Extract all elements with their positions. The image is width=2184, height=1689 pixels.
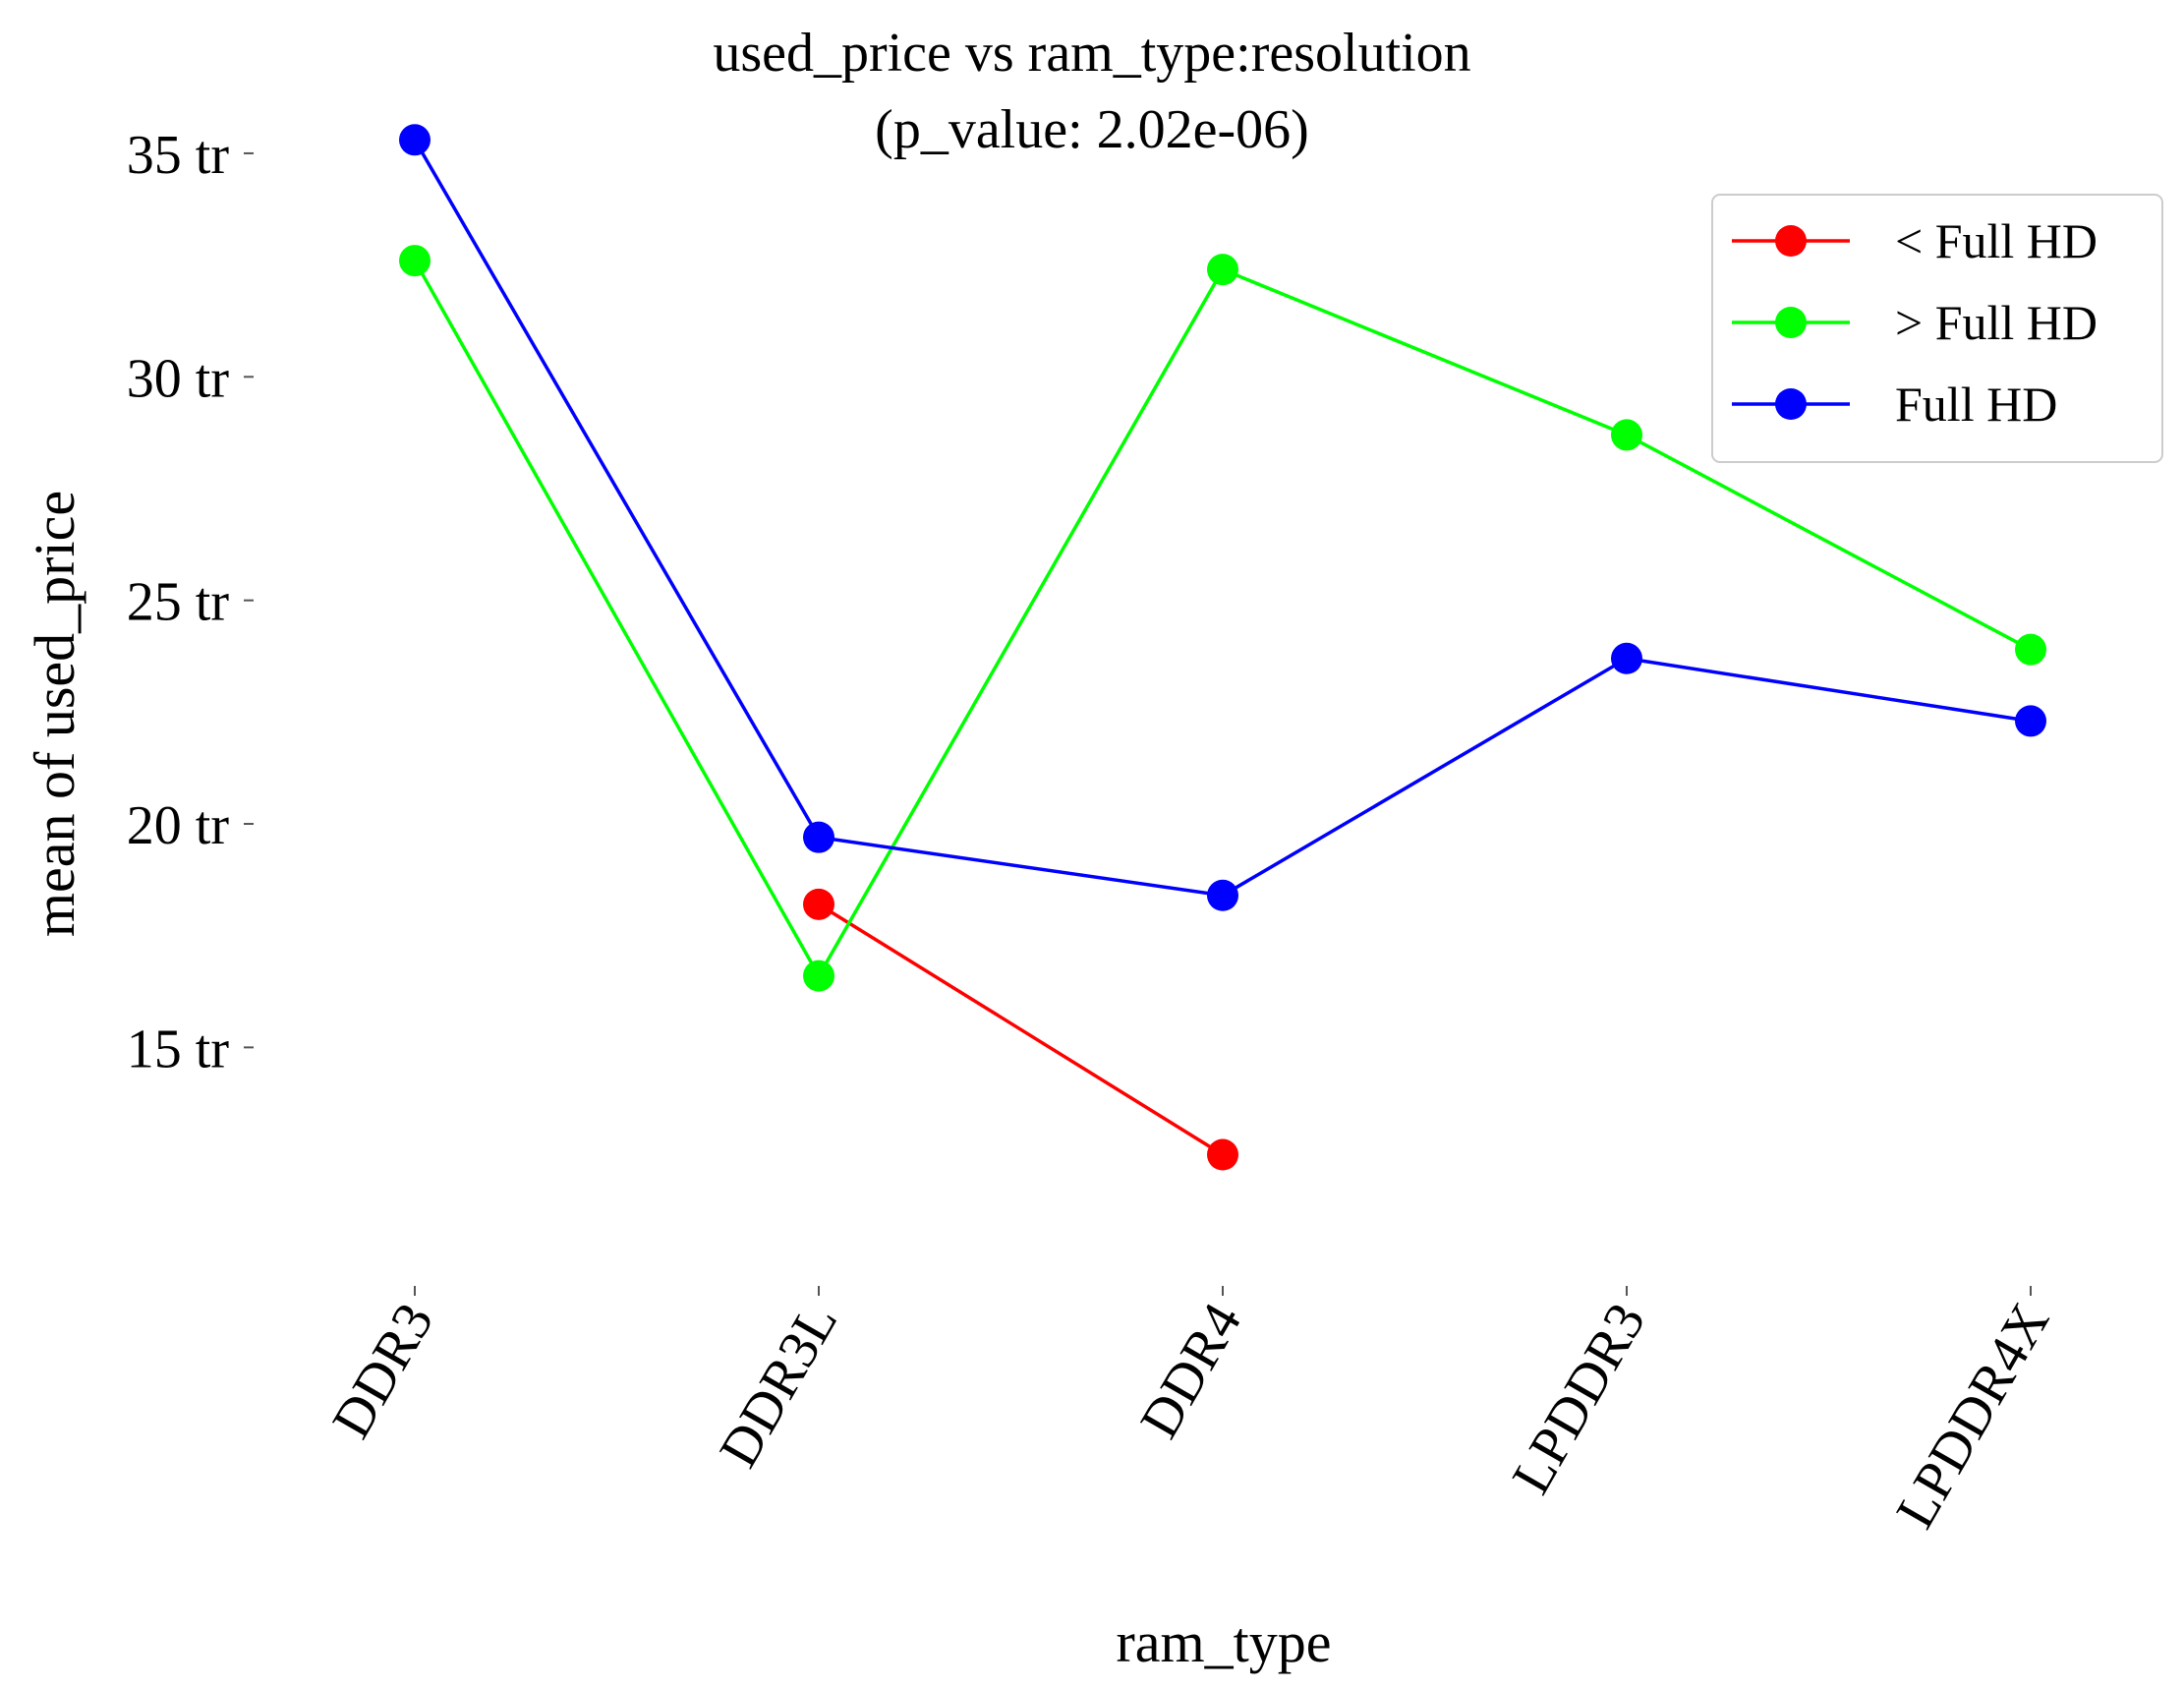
x-tick-label-ddr3l: DDR3L [708, 1294, 849, 1478]
series-full-hd [803, 888, 1238, 1171]
data-point-ddr4 [1207, 254, 1238, 286]
series-layer [399, 124, 2046, 1171]
data-point-lpddr3 [1611, 642, 1642, 674]
chart-subtitle: (p_value: 2.02e-06) [875, 99, 1309, 160]
series-full-hd [399, 245, 2046, 992]
legend-marker [1775, 225, 1807, 257]
y-tick-label: 15 tr [127, 1019, 230, 1079]
y-axis-label: mean of used_price [23, 491, 86, 937]
series-full-hd [399, 124, 2046, 911]
x-axis-label: ram_type [1116, 1610, 1331, 1674]
legend-label: > Full HD [1895, 295, 2098, 350]
data-point-ddr3 [399, 124, 431, 156]
x-tick-label-lpddr4x: LPDDR4X [1885, 1294, 2062, 1539]
legend-label: Full HD [1895, 377, 2057, 432]
y-tick-label: 25 tr [127, 572, 230, 633]
legend-box [1711, 194, 2163, 463]
data-point-ddr4 [1207, 1138, 1238, 1171]
legend-item-full-hd: > Full HD [1732, 295, 2098, 350]
x-tick-label-ddr3: DDR3 [320, 1294, 445, 1449]
data-point-lpddr4x [2015, 705, 2046, 737]
x-tick-label-ddr4: DDR4 [1128, 1294, 1253, 1449]
series-line [818, 903, 1224, 1156]
data-point-ddr3 [399, 245, 431, 277]
chart-title: used_price vs ram_type:resolution [713, 23, 1470, 84]
y-tick-label: 30 tr [127, 348, 230, 409]
y-tick-label: 35 tr [127, 125, 230, 186]
data-point-ddr3l [803, 888, 834, 920]
data-point-ddr3l [803, 960, 834, 992]
legend-label: < Full HD [1895, 213, 2098, 268]
data-point-ddr4 [1207, 879, 1238, 911]
data-point-lpddr4x [2015, 633, 2046, 666]
legend: < Full HD > Full HD Full HD [1711, 194, 2163, 463]
legend-item-full-hd: Full HD [1732, 377, 2057, 432]
y-tick-label: 20 tr [127, 795, 230, 856]
legend-marker [1775, 388, 1807, 420]
legend-marker [1775, 307, 1807, 338]
data-point-ddr3l [803, 821, 834, 853]
data-point-lpddr3 [1611, 419, 1642, 451]
y-axis-ticks: 15 tr 20 tr 25 tr 30 tr 35 tr [127, 125, 254, 1079]
x-tick-label-lpddr3: LPDDR3 [1501, 1294, 1657, 1504]
x-axis-ticks: DDR3 DDR3L DDR4 LPDDR3 LPDDR4X [320, 1286, 2061, 1539]
legend-item-full-hd: < Full HD [1732, 213, 2098, 268]
